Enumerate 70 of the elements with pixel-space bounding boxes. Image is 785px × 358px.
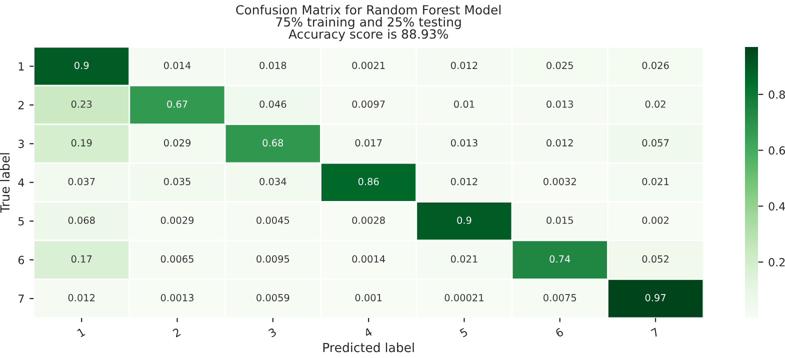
data-label: 0.74 — [550, 255, 570, 263]
data-label: 0.0028 — [352, 216, 385, 224]
data-label: 0.17 — [71, 255, 92, 263]
data-label: 0.19 — [71, 139, 92, 147]
color-bar-label: 0.6 — [768, 146, 785, 155]
data-label: 0.035 — [164, 178, 190, 186]
color-bar-label: 0.8 — [768, 90, 785, 99]
data-label: 0.017 — [355, 139, 382, 147]
data-label: 0.86 — [358, 178, 379, 186]
data-label: 0.0013 — [160, 294, 194, 302]
y-tick-label: 4 — [18, 178, 24, 187]
data-label: 0.012 — [546, 139, 573, 147]
data-label: 0.23 — [71, 100, 92, 108]
data-label: 0.00021 — [444, 294, 484, 302]
y-axis-title: True label — [0, 153, 10, 213]
x-tick-label: 6 — [554, 327, 564, 338]
data-label: 0.014 — [164, 62, 191, 70]
data-label: 0.052 — [642, 255, 668, 263]
color-bar-label: 0.4 — [768, 202, 785, 211]
data-label: 0.037 — [68, 178, 95, 186]
data-label: 0.0014 — [352, 255, 386, 263]
data-label: 0.026 — [642, 62, 669, 70]
data-label: 0.0095 — [256, 255, 290, 263]
data-label: 0.012 — [450, 178, 478, 186]
data-label: 0.057 — [642, 139, 669, 147]
data-label: 0.012 — [450, 62, 478, 70]
data-label: 0.68 — [262, 139, 284, 147]
y-tick-label: 5 — [18, 217, 24, 226]
data-label: 0.0032 — [544, 178, 576, 186]
y-tick-label: 1 — [18, 62, 24, 70]
data-label: 0.0029 — [160, 216, 194, 224]
data-label: 0.013 — [450, 139, 478, 147]
data-label: 0.025 — [546, 62, 573, 70]
y-tick-label: 3 — [18, 140, 24, 148]
data-label: 0.01 — [454, 100, 474, 108]
data-label: 0.001 — [355, 294, 382, 302]
data-label: 0.021 — [450, 255, 478, 263]
data-label: 0.018 — [260, 62, 286, 70]
data-label: 0.9 — [457, 216, 472, 224]
y-tick-label: 6 — [18, 256, 24, 264]
y-tick-label: 7 — [18, 294, 24, 303]
data-label: 0.0075 — [544, 294, 576, 302]
data-label: 0.029 — [164, 139, 190, 147]
data-label: 0.046 — [260, 100, 286, 108]
data-label: 0.0021 — [352, 62, 385, 70]
x-tick-label: 7 — [650, 328, 660, 338]
x-tick-label: 2 — [172, 328, 181, 338]
data-label: 0.0097 — [352, 100, 385, 108]
data-label: 0.015 — [546, 216, 573, 224]
x-tick-label: 3 — [268, 328, 277, 338]
x-tick-label: 5 — [459, 328, 468, 338]
data-label: 0.013 — [546, 100, 574, 108]
data-label: 0.97 — [645, 294, 666, 302]
x-tick-label: 4 — [363, 328, 373, 338]
data-label: 0.02 — [645, 100, 666, 108]
x-tick-label: 1 — [77, 328, 86, 338]
data-label: 0.034 — [260, 178, 286, 186]
x-axis-title: Predicted label — [323, 342, 414, 352]
data-label: 0.068 — [68, 216, 95, 224]
data-label: 0.0065 — [160, 255, 194, 263]
data-label: 0.0045 — [256, 216, 290, 224]
data-label: 0.67 — [167, 100, 188, 108]
color-bar-label: 0.2 — [768, 258, 785, 266]
y-tick-label: 2 — [18, 100, 24, 110]
data-label: 0.0059 — [256, 294, 290, 302]
data-label: 0.9 — [74, 62, 89, 70]
data-label: 0.002 — [642, 216, 668, 224]
chart-title: Confusion Matrix for Random Forest Model 75% training and 25% testing Accuracy score is 88.93% — [236, 4, 500, 42]
data-label: 0.012 — [68, 294, 95, 302]
data-label: 0.021 — [642, 178, 669, 186]
